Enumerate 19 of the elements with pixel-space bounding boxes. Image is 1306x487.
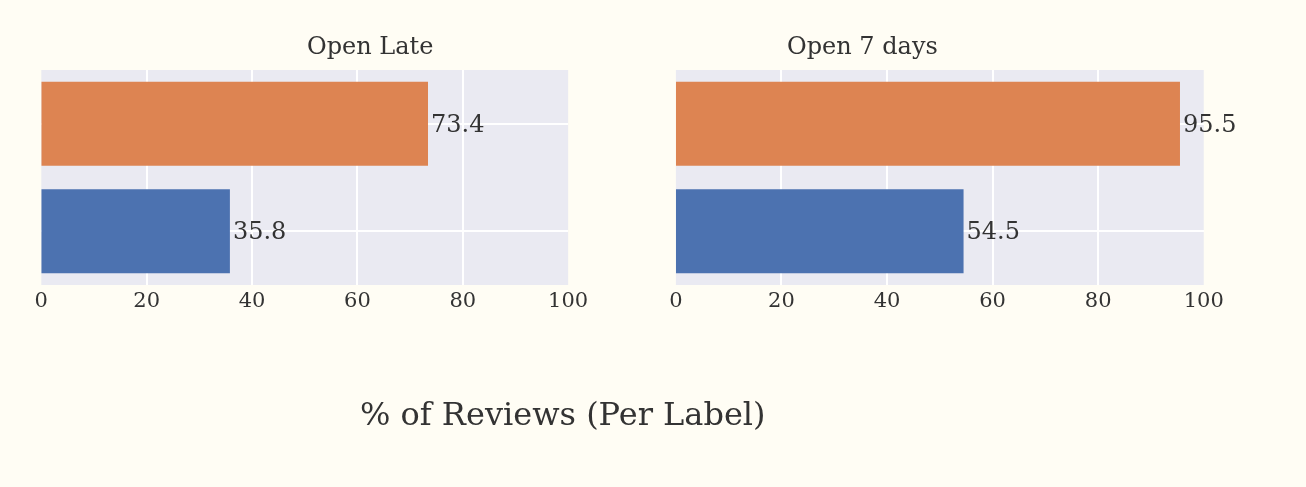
- x-tick-label: 40: [873, 288, 901, 312]
- x-axis-title: % of Reviews (Per Label): [360, 395, 766, 433]
- x-tick-label: 0: [669, 288, 683, 312]
- chart-title: Open Late: [307, 32, 434, 60]
- data-label: 54.5: [966, 217, 1020, 246]
- x-tick-label: 40: [238, 288, 266, 312]
- x-tick-label: 60: [979, 288, 1006, 312]
- data-label: 95.5: [1182, 109, 1237, 138]
- x-tick-label: 20: [133, 288, 161, 312]
- chart-title: Open 7 days: [787, 32, 938, 60]
- x-tick-label: 100: [1183, 288, 1224, 312]
- x-tick-label: 60: [344, 288, 371, 312]
- x-tick-label: 100: [548, 288, 589, 312]
- data-label: 35.8: [232, 217, 287, 246]
- x-tick-label: 0: [34, 288, 48, 312]
- x-tick-label: 80: [1084, 288, 1112, 312]
- x-tick-label: 80: [449, 288, 477, 312]
- x-tick-label: 20: [768, 288, 795, 312]
- data-label: 73.4: [431, 109, 485, 138]
